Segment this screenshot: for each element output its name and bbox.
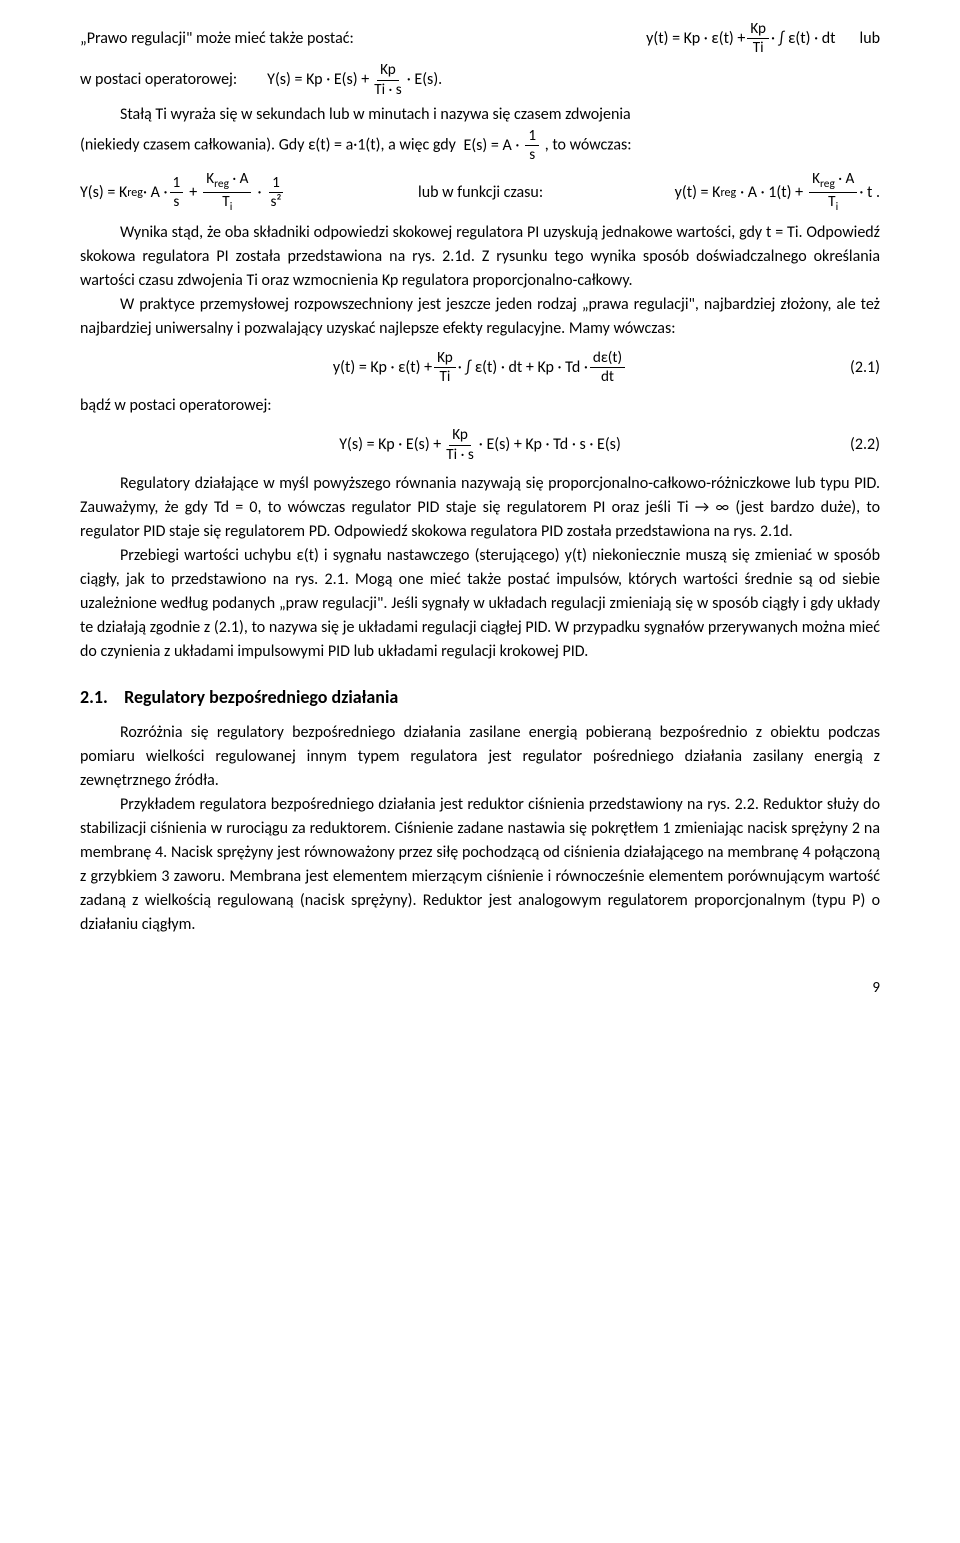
para-10: Przebiegi wartości uchybu ε(t) i sygnału… [80, 544, 880, 664]
para-6: Wynika stąd, że oba składniki odpowiedzi… [80, 221, 880, 293]
para-9: Regulatory działające w myśl powyższego … [80, 472, 880, 544]
para-3: Stałą Ti wyraża się w sekundach lub w mi… [80, 103, 880, 127]
page-number: 9 [80, 977, 880, 1000]
section-number: 2.1. [80, 684, 120, 711]
frac: Kp Ti [747, 20, 769, 57]
line-1: „Prawo regulacji" może mieć także postać… [80, 20, 880, 57]
section-heading-2-1: 2.1. Regulatory bezpośredniego działania [80, 684, 880, 711]
eq-row-ys: Y(s) = Kreg · A · 1 s + Kreg · A Ti · 1 … [80, 170, 880, 214]
eq-1: y(t) = Kp · ε(t) + Kp Ti · ∫ ε(t) · dt l… [646, 20, 880, 57]
para-7: W praktyce przemysłowej rozpowszechniony… [80, 293, 880, 341]
eq-2-2: Y(s) = Kp · E(s) + Kp Ti · s · E(s) + Kp… [80, 426, 880, 463]
eq-2-1: y(t) = Kp · ε(t) + Kp Ti · ∫ ε(t) · dt +… [80, 349, 880, 386]
section-title: Regulatory bezpośredniego działania [124, 686, 398, 708]
eq-yt-right: y(t) = Kreg · A · 1(t) + Kreg · A Ti · t… [675, 170, 880, 214]
p1-text: „Prawo regulacji" może mieć także postać… [80, 27, 354, 51]
eq-num-2-1: (2.1) [850, 356, 880, 380]
eq-center-text: lub w funkcji czasu: [418, 181, 543, 205]
para-4: (niekiedy czasem całkowania). Gdy ε(t) =… [80, 127, 880, 164]
line-2: w postaci operatorowej: Y(s) = Kp · E(s)… [80, 61, 880, 98]
para-8: bądź w postaci operatorowej: [80, 394, 880, 418]
para-12: Przykładem regulatora bezpośredniego dzi… [80, 793, 880, 937]
para-11: Rozróżnia się regulatory bezpośredniego … [80, 721, 880, 793]
frac: Kp Ti · s [371, 61, 405, 98]
eq-ys-left: Y(s) = Kreg · A · 1 s + Kreg · A Ti · 1 … [80, 170, 287, 214]
eq-2: Y(s) = Kp · E(s) + Kp Ti · s · E(s). [267, 61, 442, 98]
p2-text: w postaci operatorowej: [80, 68, 237, 92]
eq-num-2-2: (2.2) [850, 433, 880, 457]
